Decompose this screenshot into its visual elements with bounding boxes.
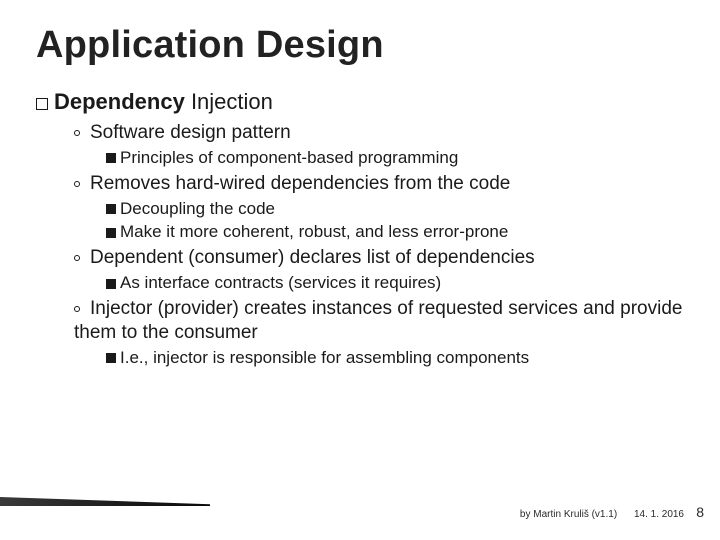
bullet-item: Software design pattern xyxy=(74,121,684,145)
subbullet-text: I.e., injector is responsible for assemb… xyxy=(120,348,529,367)
slide-number: 8 xyxy=(696,504,704,520)
box-bullet-icon xyxy=(36,98,48,110)
subbullet-item: Decoupling the code xyxy=(106,198,684,219)
subbullet-item: I.e., injector is responsible for assemb… xyxy=(106,347,684,368)
subbullet-item: Make it more coherent, robust, and less … xyxy=(106,221,684,242)
bullet-text: Removes hard-wired dependencies from the… xyxy=(90,173,510,194)
slide-footer: by Martin Kruliš (v1.1) 14. 1. 2016 xyxy=(520,509,684,520)
circle-bullet-icon xyxy=(74,306,80,312)
circle-bullet-icon xyxy=(74,181,80,187)
bullet-item: Removes hard-wired dependencies from the… xyxy=(74,172,684,196)
section-heading: Dependency Injection xyxy=(36,89,684,115)
circle-bullet-icon xyxy=(74,255,80,261)
bullet-item: Injector (provider) creates instances of… xyxy=(74,297,684,345)
subbullet-text: Make it more coherent, robust, and less … xyxy=(120,222,508,241)
bullet-text: Injector (provider) creates instances of… xyxy=(74,298,682,343)
bullet-text: Dependent (consumer) declares list of de… xyxy=(90,247,535,268)
subbullet-item: Principles of component-based programmin… xyxy=(106,147,684,168)
subbullet-text: Decoupling the code xyxy=(120,199,275,218)
box-bullet-icon xyxy=(106,353,116,363)
circle-bullet-icon xyxy=(74,130,80,136)
heading-rest: Injection xyxy=(185,89,273,114)
bullet-text: Software design pattern xyxy=(90,122,291,143)
bullet-item: Dependent (consumer) declares list of de… xyxy=(74,246,684,270)
box-bullet-icon xyxy=(106,279,116,289)
subbullet-text: Principles of component-based programmin… xyxy=(120,148,458,167)
heading-bold: Dependency xyxy=(54,89,185,114)
slide: Application Design Dependency Injection … xyxy=(0,0,720,540)
subbullet-item: As interface contracts (services it requ… xyxy=(106,272,684,293)
box-bullet-icon xyxy=(106,228,116,238)
footer-author: by Martin Kruliš (v1.1) xyxy=(520,509,617,520)
box-bullet-icon xyxy=(106,204,116,214)
box-bullet-icon xyxy=(106,153,116,163)
footer-date: 14. 1. 2016 xyxy=(634,509,684,520)
subbullet-text: As interface contracts (services it requ… xyxy=(120,273,441,292)
accent-bar xyxy=(0,497,210,506)
slide-title: Application Design xyxy=(36,24,684,67)
